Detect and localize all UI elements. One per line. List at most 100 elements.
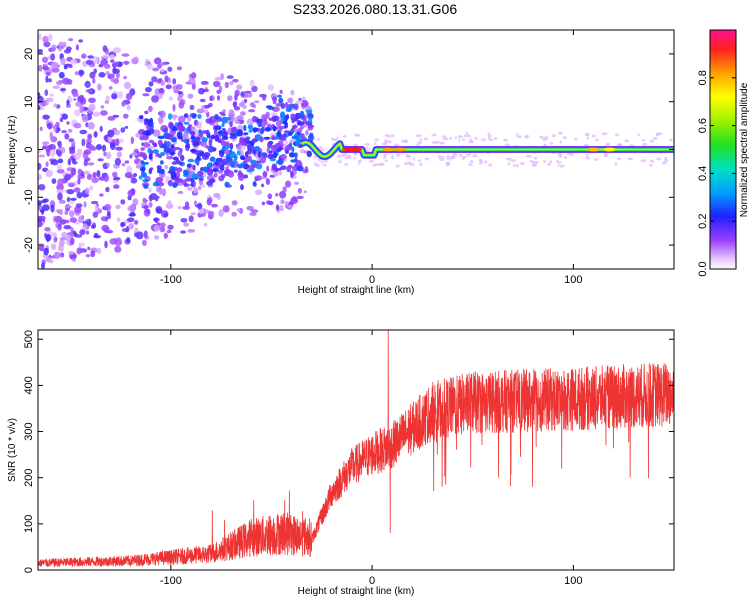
cluster-cell bbox=[285, 107, 292, 113]
halo-cell bbox=[438, 158, 445, 162]
cluster-cell bbox=[191, 114, 197, 119]
noise-cell bbox=[110, 59, 115, 63]
halo-cell bbox=[474, 136, 478, 140]
cluster-cell bbox=[294, 112, 302, 120]
noise-cell bbox=[42, 204, 50, 212]
cluster-cell bbox=[207, 162, 212, 167]
noise-cell bbox=[59, 88, 67, 92]
cluster-cell bbox=[177, 150, 183, 158]
noise-cell bbox=[44, 227, 51, 232]
noise-cell bbox=[45, 75, 49, 83]
cluster-cell bbox=[214, 114, 219, 120]
noise-cell bbox=[269, 174, 276, 178]
noise-cell bbox=[109, 142, 116, 151]
noise-cell bbox=[290, 89, 295, 96]
noise-cell bbox=[114, 157, 121, 166]
noise-cell bbox=[59, 117, 64, 123]
noise-cell bbox=[198, 87, 205, 95]
cluster-cell bbox=[163, 127, 168, 132]
cluster-cell bbox=[274, 167, 279, 172]
halo-cell bbox=[655, 133, 660, 137]
noise-cell bbox=[127, 195, 132, 201]
halo-cell bbox=[347, 156, 351, 160]
noise-cell bbox=[71, 167, 77, 176]
halo-cell bbox=[519, 161, 525, 165]
noise-cell bbox=[55, 208, 64, 213]
carrier-hotspot bbox=[350, 147, 362, 152]
cluster-cell bbox=[243, 132, 249, 136]
noise-cell bbox=[42, 141, 50, 145]
noise-cell bbox=[237, 115, 244, 121]
noise-cell bbox=[90, 224, 96, 229]
colorbar-gradient bbox=[709, 29, 737, 270]
noise-cell bbox=[107, 129, 115, 138]
noise-cell bbox=[101, 55, 109, 59]
noise-cell bbox=[47, 259, 54, 264]
noise-cell bbox=[52, 85, 61, 90]
noise-cell bbox=[102, 45, 108, 53]
noise-cell bbox=[153, 57, 162, 65]
cluster-cell bbox=[263, 152, 268, 159]
noise-cell bbox=[79, 105, 85, 114]
noise-cell bbox=[68, 250, 75, 255]
noise-cell bbox=[116, 151, 122, 158]
noise-cell bbox=[56, 127, 61, 132]
cluster-cell bbox=[243, 163, 250, 170]
noise-cell bbox=[250, 209, 259, 214]
noise-cell bbox=[59, 240, 66, 245]
noise-cell bbox=[128, 204, 136, 213]
noise-cell bbox=[38, 49, 43, 54]
cluster-cell bbox=[191, 135, 195, 140]
noise-cell bbox=[105, 95, 111, 102]
noise-cell bbox=[236, 208, 241, 212]
noise-cell bbox=[124, 172, 133, 179]
cluster-cell bbox=[225, 154, 230, 160]
halo-cell bbox=[353, 152, 358, 156]
halo-cell bbox=[562, 136, 568, 140]
noise-cell bbox=[200, 80, 209, 85]
noise-cell bbox=[155, 206, 163, 214]
noise-cell bbox=[139, 135, 145, 141]
cluster-cell bbox=[151, 142, 157, 146]
noise-cell bbox=[130, 136, 134, 145]
cluster-cell bbox=[272, 100, 277, 105]
noise-cell bbox=[68, 146, 76, 152]
cluster-cell bbox=[175, 171, 181, 178]
halo-cell bbox=[323, 159, 328, 163]
noise-cell bbox=[89, 144, 94, 151]
cluster-cell bbox=[229, 142, 234, 150]
noise-cell bbox=[168, 96, 173, 101]
noise-cell bbox=[188, 215, 194, 223]
cluster-cell bbox=[196, 153, 201, 160]
cluster-cell bbox=[251, 115, 258, 123]
halo-cell bbox=[525, 154, 532, 158]
halo-cell bbox=[516, 135, 522, 139]
noise-cell bbox=[204, 104, 211, 109]
halo-cell bbox=[661, 161, 667, 165]
halo-cell bbox=[401, 139, 405, 143]
spectrogram-marks bbox=[38, 33, 674, 269]
cluster-cell bbox=[297, 121, 305, 126]
cluster-cell bbox=[205, 145, 210, 149]
noise-cell bbox=[231, 200, 238, 206]
noise-cell bbox=[112, 171, 118, 178]
noise-cell bbox=[233, 106, 241, 111]
noise-cell bbox=[104, 216, 108, 222]
cluster-cell bbox=[221, 123, 225, 127]
noise-cell bbox=[70, 197, 77, 201]
x-tick-label: -100 bbox=[160, 274, 182, 286]
cluster-cell bbox=[247, 144, 251, 151]
cluster-cell bbox=[286, 104, 290, 108]
halo-cell bbox=[542, 138, 548, 142]
noise-cell bbox=[240, 91, 245, 97]
noise-cell bbox=[265, 178, 271, 186]
noise-cell bbox=[56, 165, 63, 170]
halo-cell bbox=[442, 137, 449, 141]
halo-cell bbox=[533, 156, 538, 160]
cluster-cell bbox=[271, 115, 277, 123]
noise-cell bbox=[64, 205, 72, 209]
noise-cell bbox=[83, 201, 87, 208]
noise-cell bbox=[38, 64, 43, 72]
halo-cell bbox=[669, 138, 673, 142]
